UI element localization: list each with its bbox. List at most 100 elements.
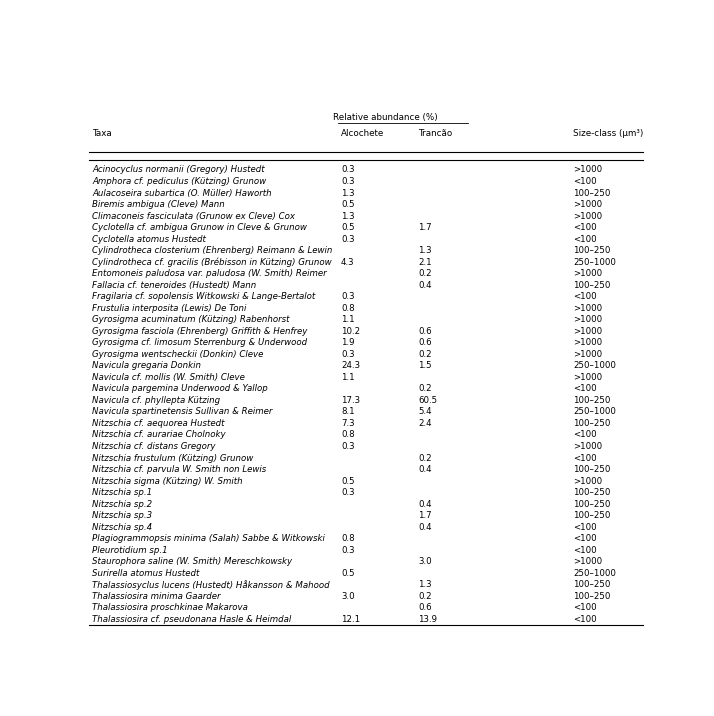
Text: Cyclotella atomus Hustedt: Cyclotella atomus Hustedt xyxy=(92,235,206,243)
Text: 1.9: 1.9 xyxy=(341,338,355,347)
Text: <100: <100 xyxy=(573,384,597,393)
Text: 2.1: 2.1 xyxy=(418,258,432,266)
Text: 0.2: 0.2 xyxy=(418,350,432,359)
Text: 100–250: 100–250 xyxy=(573,419,610,428)
Text: Taxa: Taxa xyxy=(92,130,112,138)
Text: >1000: >1000 xyxy=(573,315,603,324)
Text: Gyrosigma acuminatum (Kützing) Rabenhorst: Gyrosigma acuminatum (Kützing) Rabenhors… xyxy=(92,315,289,324)
Text: 0.3: 0.3 xyxy=(341,546,355,555)
Text: Biremis ambigua (Cleve) Mann: Biremis ambigua (Cleve) Mann xyxy=(92,200,225,209)
Text: 0.8: 0.8 xyxy=(341,430,355,440)
Text: 0.3: 0.3 xyxy=(341,488,355,497)
Text: 100–250: 100–250 xyxy=(573,488,610,497)
Text: 0.5: 0.5 xyxy=(341,477,355,485)
Text: <100: <100 xyxy=(573,523,597,532)
Text: 250–1000: 250–1000 xyxy=(573,258,616,266)
Text: Nitzschia sigma (Kützing) W. Smith: Nitzschia sigma (Kützing) W. Smith xyxy=(92,477,243,485)
Text: Frustulia interposita (Lewis) De Toni: Frustulia interposita (Lewis) De Toni xyxy=(92,304,246,313)
Text: 0.3: 0.3 xyxy=(341,177,355,186)
Text: 0.3: 0.3 xyxy=(341,235,355,243)
Text: Nitzschia sp.1: Nitzschia sp.1 xyxy=(92,488,152,497)
Text: 0.2: 0.2 xyxy=(418,453,432,463)
Text: 0.5: 0.5 xyxy=(341,569,355,578)
Text: Aulacoseira subartica (O. Müller) Haworth: Aulacoseira subartica (O. Müller) Hawort… xyxy=(92,188,271,198)
Text: 5.4: 5.4 xyxy=(418,407,432,417)
Text: Navicula pargemina Underwood & Yallop: Navicula pargemina Underwood & Yallop xyxy=(92,384,268,393)
Text: Thalassiosira proschkinae Makarova: Thalassiosira proschkinae Makarova xyxy=(92,604,248,612)
Text: 0.5: 0.5 xyxy=(341,200,355,209)
Text: Climaconeis fasciculata (Grunow ex Cleve) Cox: Climaconeis fasciculata (Grunow ex Cleve… xyxy=(92,211,295,221)
Text: 1.1: 1.1 xyxy=(341,373,355,382)
Text: 60.5: 60.5 xyxy=(418,396,438,405)
Text: Nitzschia sp.2: Nitzschia sp.2 xyxy=(92,500,152,508)
Text: 7.3: 7.3 xyxy=(341,419,355,428)
Text: 0.8: 0.8 xyxy=(341,534,355,543)
Text: 250–1000: 250–1000 xyxy=(573,569,616,578)
Text: Pleurotidium sp.1: Pleurotidium sp.1 xyxy=(92,546,168,555)
Text: Amphora cf. pediculus (Kützing) Grunow: Amphora cf. pediculus (Kützing) Grunow xyxy=(92,177,266,186)
Text: Fragilaria cf. sopolensis Witkowski & Lange-Bertalot: Fragilaria cf. sopolensis Witkowski & La… xyxy=(92,292,316,301)
Text: >1000: >1000 xyxy=(573,338,603,347)
Text: >1000: >1000 xyxy=(573,442,603,451)
Text: 1.1: 1.1 xyxy=(341,315,355,324)
Text: 0.4: 0.4 xyxy=(418,500,432,508)
Text: 0.4: 0.4 xyxy=(418,281,432,290)
Text: <100: <100 xyxy=(573,177,597,186)
Text: 0.3: 0.3 xyxy=(341,442,355,451)
Text: >1000: >1000 xyxy=(573,350,603,359)
Text: Gyrosigma fasciola (Ehrenberg) Griffith & Henfrey: Gyrosigma fasciola (Ehrenberg) Griffith … xyxy=(92,326,308,336)
Text: 1.3: 1.3 xyxy=(341,211,355,221)
Text: Relative abundance (%): Relative abundance (%) xyxy=(333,112,438,122)
Text: >1000: >1000 xyxy=(573,326,603,336)
Text: <100: <100 xyxy=(573,453,597,463)
Text: Thalassiosyclus lucens (Hustedt) Håkansson & Mahood: Thalassiosyclus lucens (Hustedt) Håkanss… xyxy=(92,580,330,590)
Text: Gyrosigma cf. limosum Sterrenburg & Underwood: Gyrosigma cf. limosum Sterrenburg & Unde… xyxy=(92,338,307,347)
Text: Nitzschia cf. distans Gregory: Nitzschia cf. distans Gregory xyxy=(92,442,216,451)
Text: 100–250: 100–250 xyxy=(573,246,610,255)
Text: <100: <100 xyxy=(573,534,597,543)
Text: Nitzschia frustulum (Kützing) Grunow: Nitzschia frustulum (Kützing) Grunow xyxy=(92,453,253,463)
Text: 100–250: 100–250 xyxy=(573,500,610,508)
Text: >1000: >1000 xyxy=(573,477,603,485)
Text: >1000: >1000 xyxy=(573,269,603,279)
Text: 10.2: 10.2 xyxy=(341,326,360,336)
Text: Acinocyclus normanii (Gregory) Hustedt: Acinocyclus normanii (Gregory) Hustedt xyxy=(92,165,265,175)
Text: Alcochete: Alcochete xyxy=(341,130,384,138)
Text: Plagiogrammopsis minima (Salah) Sabbe & Witkowski: Plagiogrammopsis minima (Salah) Sabbe & … xyxy=(92,534,325,543)
Text: 2.4: 2.4 xyxy=(418,419,432,428)
Text: Cylindrotheca cf. gracilis (Brébisson in Kützing) Grunow: Cylindrotheca cf. gracilis (Brébisson in… xyxy=(92,257,331,267)
Text: 4.3: 4.3 xyxy=(341,258,355,266)
Text: 1.7: 1.7 xyxy=(418,511,432,520)
Text: 17.3: 17.3 xyxy=(341,396,360,405)
Text: Nitzschia sp.3: Nitzschia sp.3 xyxy=(92,511,152,520)
Text: 100–250: 100–250 xyxy=(573,281,610,290)
Text: Navicula cf. phyllepta Kützing: Navicula cf. phyllepta Kützing xyxy=(92,396,220,405)
Text: Thalassiosira cf. pseudonana Hasle & Heimdal: Thalassiosira cf. pseudonana Hasle & Hei… xyxy=(92,615,291,624)
Text: 0.3: 0.3 xyxy=(341,350,355,359)
Text: >1000: >1000 xyxy=(573,304,603,313)
Text: Staurophora saline (W. Smith) Mereschkowsky: Staurophora saline (W. Smith) Mereschkow… xyxy=(92,557,292,566)
Text: <100: <100 xyxy=(573,604,597,612)
Text: >1000: >1000 xyxy=(573,373,603,382)
Text: 100–250: 100–250 xyxy=(573,511,610,520)
Text: Nitzschia cf. aurariae Cholnoky: Nitzschia cf. aurariae Cholnoky xyxy=(92,430,226,440)
Text: <100: <100 xyxy=(573,430,597,440)
Text: 3.0: 3.0 xyxy=(418,557,432,566)
Text: 13.9: 13.9 xyxy=(418,615,438,624)
Text: 1.5: 1.5 xyxy=(418,362,432,370)
Text: 0.5: 0.5 xyxy=(341,223,355,232)
Text: Size-class (µm³): Size-class (µm³) xyxy=(573,130,644,138)
Text: Trancão: Trancão xyxy=(418,130,453,138)
Text: 100–250: 100–250 xyxy=(573,592,610,601)
Text: 0.8: 0.8 xyxy=(341,304,355,313)
Text: 0.6: 0.6 xyxy=(418,604,432,612)
Text: 1.3: 1.3 xyxy=(418,246,432,255)
Text: 8.1: 8.1 xyxy=(341,407,355,417)
Text: 0.6: 0.6 xyxy=(418,326,432,336)
Text: 0.2: 0.2 xyxy=(418,592,432,601)
Text: >1000: >1000 xyxy=(573,557,603,566)
Text: 0.3: 0.3 xyxy=(341,165,355,175)
Text: Entomoneis paludosa var. paludosa (W. Smith) Reimer: Entomoneis paludosa var. paludosa (W. Sm… xyxy=(92,269,326,279)
Text: Gyrosigma wentscheckii (Donkin) Cleve: Gyrosigma wentscheckii (Donkin) Cleve xyxy=(92,350,263,359)
Text: 1.3: 1.3 xyxy=(341,188,355,198)
